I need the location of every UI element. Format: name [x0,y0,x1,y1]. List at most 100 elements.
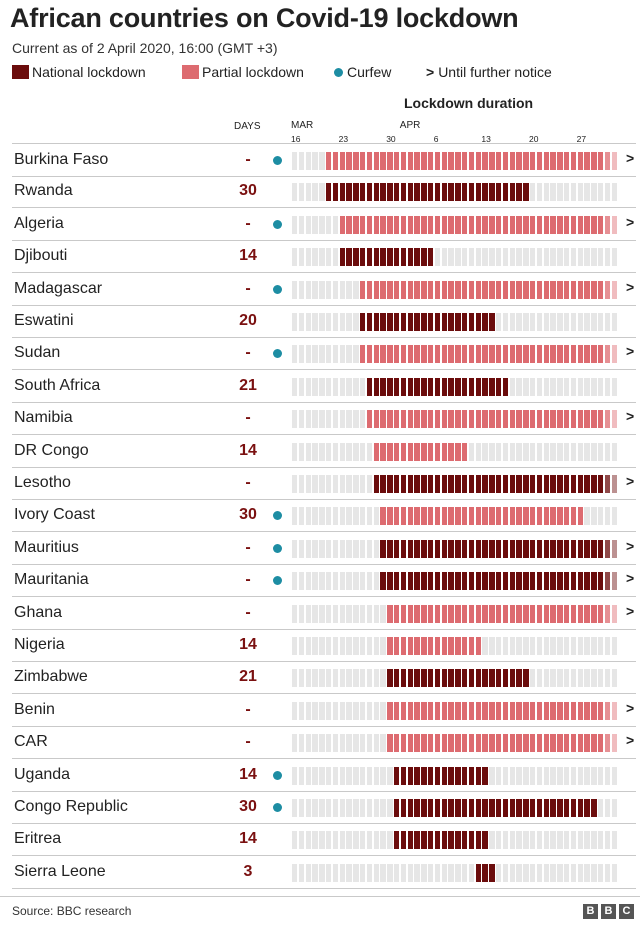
lockdown-day-cell [441,280,447,299]
lockdown-day-cell [496,604,502,623]
lockdown-day-cell [523,215,529,234]
lockdown-day-cell [482,215,488,234]
lockdown-days: 14 [239,830,257,848]
empty-day-cell [339,313,345,331]
empty-day-cell [305,572,311,591]
empty-day-cell [584,183,590,202]
lockdown-day-cell [516,604,522,623]
lockdown-day-cell [523,280,529,299]
lockdown-day-cell [482,152,488,170]
empty-day-cell [305,410,311,429]
empty-day-cell [292,539,298,558]
lockdown-day-cell [557,799,563,817]
lockdown-day-cell [489,539,495,558]
lockdown-day-cell [577,572,583,591]
curfew-dot-icon [334,68,343,77]
lockdown-day-cell [387,442,393,461]
lockdown-day-cell [530,152,536,170]
empty-day-cell [564,669,570,688]
empty-day-cell [462,863,468,882]
empty-day-cell [455,863,461,882]
empty-day-cell [326,377,332,396]
empty-day-cell [550,248,556,267]
empty-day-cell [434,863,441,882]
lockdown-day-cell [441,831,447,850]
lockdown-day-cell [387,248,393,267]
lockdown-day-cell [502,377,509,396]
lockdown-day-cell [543,280,549,299]
empty-day-cell [530,377,536,396]
empty-day-cell [360,572,366,591]
empty-day-cell [584,377,590,396]
lockdown-day-cell [584,410,590,429]
lockdown-day-cell [407,507,413,526]
empty-day-cell [353,280,359,299]
empty-day-cell [312,669,318,688]
empty-day-cell [468,863,475,882]
lockdown-day-cell [591,572,597,591]
empty-day-cell [584,248,590,267]
lockdown-day-cell [468,701,475,720]
lockdown-day-cell [496,410,502,429]
empty-day-cell [516,248,522,267]
lockdown-day-cell [523,183,529,202]
lockdown-day-cell [407,313,413,331]
lockdown-day-cell [414,313,420,331]
lockdown-day-cell [414,345,420,364]
lockdown-day-cell [523,539,529,558]
lockdown-day-cell [516,183,522,202]
lockdown-day-cell [373,248,379,267]
lockdown-day-cell [366,248,373,267]
lockdown-day-cell [455,669,461,688]
lockdown-day-cell [387,734,393,753]
empty-day-cell [353,766,359,785]
lockdown-day-cell [502,183,509,202]
empty-day-cell [577,313,583,331]
lockdown-day-cell [407,669,413,688]
lockdown-day-cell [455,766,461,785]
lockdown-day-cell [570,152,577,170]
empty-day-cell [523,442,529,461]
lockdown-day-cell [489,604,495,623]
lockdown-day-cell [530,701,536,720]
lockdown-day-cell [509,507,515,526]
empty-day-cell [366,507,373,526]
lockdown-day-cell [373,215,379,234]
lockdown-day-cell [360,280,366,299]
lockdown-day-cell [468,313,475,331]
lockdown-day-cell [448,183,454,202]
lockdown-day-cell [434,507,441,526]
lockdown-day-cell [441,799,447,817]
lockdown-day-cell [611,539,617,558]
lockdown-day-cell [564,152,570,170]
lockdown-days: 14 [239,636,257,653]
lockdown-day-cell [387,410,393,429]
lockdown-day-cell [564,734,570,753]
empty-day-cell [332,442,339,461]
lockdown-day-cell [475,734,481,753]
lockdown-day-cell [598,701,604,720]
lockdown-day-cell [502,215,509,234]
lockdown-day-cell [502,280,509,299]
lockdown-day-cell [516,572,522,591]
lockdown-day-cell [441,701,447,720]
lockdown-day-cell [462,766,468,785]
lockdown-day-cell [598,539,604,558]
lockdown-day-cell [373,183,379,202]
lockdown-day-cell [414,377,420,396]
lockdown-day-cell [584,152,590,170]
empty-day-cell [543,377,549,396]
empty-day-cell [604,799,611,817]
lockdown-day-cell [380,313,386,331]
empty-day-cell [611,863,617,882]
empty-day-cell [543,669,549,688]
lockdown-day-cell [536,215,543,234]
lockdown-day-cell [543,507,549,526]
lockdown-day-cell [448,572,454,591]
lockdown-day-cell [523,152,529,170]
empty-day-cell [326,766,332,785]
lockdown-day-cell [428,280,434,299]
empty-day-cell [373,572,379,591]
lockdown-day-cell [421,799,427,817]
empty-day-cell [298,831,305,850]
